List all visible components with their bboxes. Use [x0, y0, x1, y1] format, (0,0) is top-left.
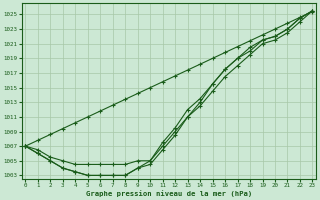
- X-axis label: Graphe pression niveau de la mer (hPa): Graphe pression niveau de la mer (hPa): [86, 190, 252, 197]
